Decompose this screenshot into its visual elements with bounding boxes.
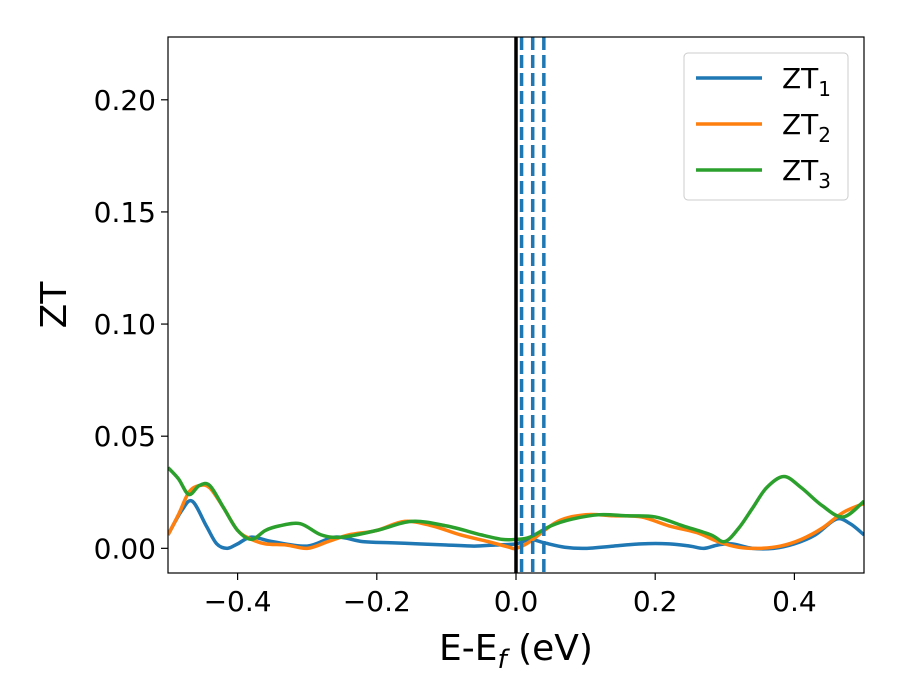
x-tick-label: 0.2 [633,585,678,618]
x-axis-title-main: E-E [439,628,497,669]
y-tick-label: 0.05 [94,420,156,453]
y-tick-label: 0.00 [94,532,156,565]
legend-label-subscript: 3 [818,169,831,193]
legend-label-subscript: 1 [818,77,831,101]
x-axis: −0.4 −0.2 0.0 0.2 0.4 [204,573,817,618]
legend-label-main: ZT [782,154,819,187]
legend-label-main: ZT [782,108,819,141]
x-tick-label: 0.4 [772,585,817,618]
y-axis-title: ZT [34,281,75,329]
x-tick-label: −0.4 [204,585,272,618]
y-tick-label: 0.10 [94,308,156,341]
y-axis: 0.00 0.05 0.10 0.15 0.20 [94,84,168,566]
x-tick-label: 0.0 [494,585,539,618]
legend-label-subscript: 2 [818,123,831,147]
x-tick-label: −0.2 [343,585,411,618]
y-tick-label: 0.20 [94,84,156,117]
y-tick-label: 0.15 [94,196,156,229]
x-axis-title: E-Ef (eV) [439,628,593,675]
x-axis-title-unit: (eV) [507,628,593,669]
legend-label-main: ZT [782,62,819,95]
